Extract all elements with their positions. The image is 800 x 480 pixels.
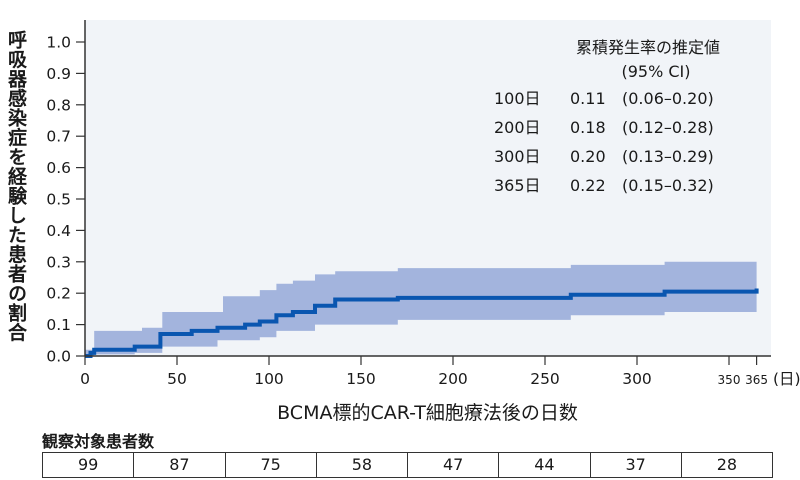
risk-table-title: 観察対象患者数 xyxy=(42,432,155,451)
risk-table-cell: 99 xyxy=(43,453,135,477)
risk-table-cell: 58 xyxy=(317,453,408,477)
x-tick-label: 350 xyxy=(718,373,741,387)
y-tick-label: 0.8 xyxy=(46,96,71,114)
y-tick-label: 0.7 xyxy=(46,128,71,146)
legend-ci: (0.15–0.32) xyxy=(622,176,714,195)
legend-ci: (0.06–0.20) xyxy=(622,89,714,108)
legend-estimate: 0.11 xyxy=(570,89,606,108)
y-tick-label: 0.5 xyxy=(46,191,71,209)
legend-estimate: 0.22 xyxy=(570,176,606,195)
legend-subtitle: (95% CI) xyxy=(621,62,691,81)
y-tick-label: 0.4 xyxy=(46,222,71,240)
x-tick-label: 250 xyxy=(530,370,560,388)
confidence-interval-band xyxy=(85,255,757,356)
risk-table: 99 87 75 58 47 44 37 28 xyxy=(42,452,773,478)
x-tick-label: 150 xyxy=(346,370,376,388)
risk-table-cell: 37 xyxy=(591,453,682,477)
x-tick-label: 0 xyxy=(80,370,90,388)
legend-row: 365日 0.22 (0.15–0.32) xyxy=(494,171,744,200)
legend-estimate: 0.20 xyxy=(570,147,606,166)
risk-table-cell: 87 xyxy=(134,453,226,477)
risk-table-cell: 47 xyxy=(408,453,500,477)
x-tick-label: 50 xyxy=(167,370,187,388)
x-tick-label: 200 xyxy=(438,370,468,388)
legend-row: 100日 0.11 (0.06–0.20) xyxy=(494,84,744,113)
x-tick-label: 100 xyxy=(254,370,284,388)
legend-day: 200日 xyxy=(494,118,541,137)
y-tick-label: 0.0 xyxy=(46,348,71,366)
legend-ci: (0.12–0.28) xyxy=(622,118,714,137)
y-tick-label: 1.0 xyxy=(46,34,71,52)
risk-table-cell: 44 xyxy=(499,453,591,477)
y-axis-label: 呼吸器感染症を経験した患者の割合 xyxy=(5,30,27,342)
risk-table-cell: 28 xyxy=(716,455,738,474)
legend-day: 300日 xyxy=(494,147,541,166)
y-tick-label: 0.2 xyxy=(46,285,71,303)
legend-box: 累積発生率の推定値 (95% CI) 100日 0.11 (0.06–0.20)… xyxy=(494,36,744,200)
legend-estimate: 0.18 xyxy=(570,118,606,137)
x-axis-label: BCMA標的CAR-T細胞療法後の日数 xyxy=(277,402,578,424)
cumulative-incidence-line xyxy=(85,288,759,358)
legend-ci: (0.13–0.29) xyxy=(622,147,714,166)
x-tick-label: 365 xyxy=(745,373,768,387)
legend-row: 300日 0.20 (0.13–0.29) xyxy=(494,142,744,171)
x-axis: 0 50 100 150 200 250 300 350 365 (日) xyxy=(80,355,800,388)
y-tick-label: 0.1 xyxy=(46,316,71,334)
legend-day: 100日 xyxy=(494,89,541,108)
legend-row: 200日 0.18 (0.12–0.28) xyxy=(494,113,744,142)
chart-plot: 0.0 0.1 0.2 0.3 0.4 0.5 0.6 0.7 0.8 0.9 1.0 0 50 100… xyxy=(46,20,800,388)
x-axis-unit: (日) xyxy=(773,370,800,388)
risk-table-cell: 75 xyxy=(226,453,317,477)
y-tick-label: 0.6 xyxy=(46,159,71,177)
y-tick-label: 0.9 xyxy=(46,65,71,83)
legend-day: 365日 xyxy=(494,176,541,195)
y-tick-label: 0.3 xyxy=(46,253,71,271)
x-tick-label: 300 xyxy=(622,370,652,388)
y-axis: 0.0 0.1 0.2 0.3 0.4 0.5 0.6 0.7 0.8 0.9 1.0 xyxy=(46,20,86,366)
legend-title: 累積発生率の推定値 xyxy=(575,38,720,57)
